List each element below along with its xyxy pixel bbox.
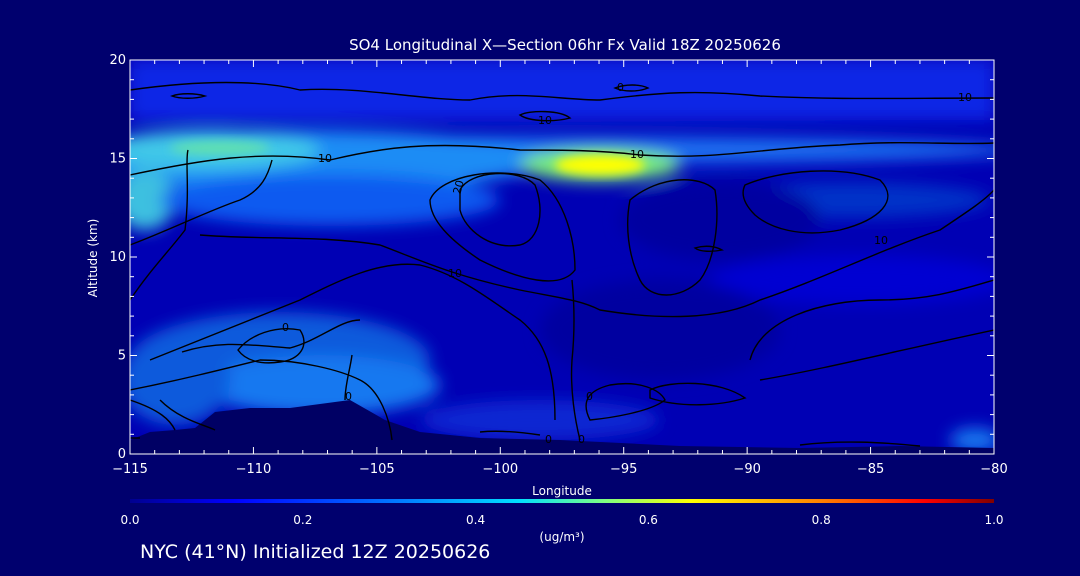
y-tick-label: 5 (118, 349, 126, 364)
colorbar-label: (ug/m³) (539, 530, 584, 544)
colorbar-tick-label: 0.2 (293, 513, 312, 527)
contour-label: 10 (958, 91, 972, 104)
x-tick-label: −115 (112, 462, 148, 477)
x-tick-label: −90 (733, 462, 760, 477)
contour-label: 10 (538, 114, 552, 127)
colorbar-gradient (130, 499, 994, 503)
x-axis: −115 −110 −105 −100 −95 −90 −85 −80 (112, 60, 1008, 477)
contour-labels: 10 10 10 20 10 10 10 0 0 0 0 0 0 (282, 81, 972, 446)
y-tick-label: 10 (109, 250, 126, 265)
y-axis-label: Altitude (km) (86, 219, 100, 298)
contour-label: 0 (586, 390, 593, 403)
x-tick-label: −80 (980, 462, 1007, 477)
colorbar-tick-label: 0.0 (120, 513, 139, 527)
contour-label: 0 (578, 433, 585, 446)
contour-label: 10 (448, 267, 462, 280)
contour-label: 0 (282, 321, 289, 334)
contour-label: 10 (318, 152, 332, 165)
x-tick-label: −95 (610, 462, 637, 477)
x-tick-label: −105 (359, 462, 395, 477)
terrain-mask (130, 400, 994, 454)
contour-label: 10 (630, 148, 644, 161)
contour-label: 0 (345, 390, 352, 403)
colorbar-ticks: 0.0 0.2 0.4 0.6 0.8 1.0 (120, 513, 1003, 527)
colorbar-tick-label: 0.4 (466, 513, 485, 527)
y-tick-label: 0 (118, 447, 126, 462)
contour-label: 10 (874, 234, 888, 247)
chart-title: SO4 Longitudinal X—Section 06hr Fx Valid… (349, 36, 781, 54)
colorbar-tick-label: 0.8 (812, 513, 831, 527)
contour-lines (130, 81, 994, 447)
colorbar-tick-label: 0.6 (639, 513, 658, 527)
plot-area: 10 10 10 20 10 10 10 0 0 0 0 0 0 (129, 59, 995, 455)
x-tick-label: −110 (236, 462, 272, 477)
x-axis-label: Longitude (532, 484, 592, 498)
y-tick-label: 20 (109, 53, 126, 68)
x-tick-label: −100 (482, 462, 518, 477)
colorbar: 0.0 0.2 0.4 0.6 0.8 1.0 (ug/m³) (120, 499, 1004, 544)
contour-label: 0 (545, 433, 552, 446)
y-axis: 0 5 10 15 20 (109, 53, 994, 462)
contour-label: 0 (617, 81, 624, 94)
x-tick-label: −85 (857, 462, 884, 477)
sulfate-field: 10 10 10 20 10 10 10 0 0 0 0 0 0 (130, 60, 994, 454)
y-tick-label: 15 (109, 152, 126, 167)
contour-label: 20 (451, 179, 467, 196)
footer-caption: NYC (41°N) Initialized 12Z 20250626 (140, 541, 491, 563)
colorbar-tick-label: 1.0 (984, 513, 1003, 527)
